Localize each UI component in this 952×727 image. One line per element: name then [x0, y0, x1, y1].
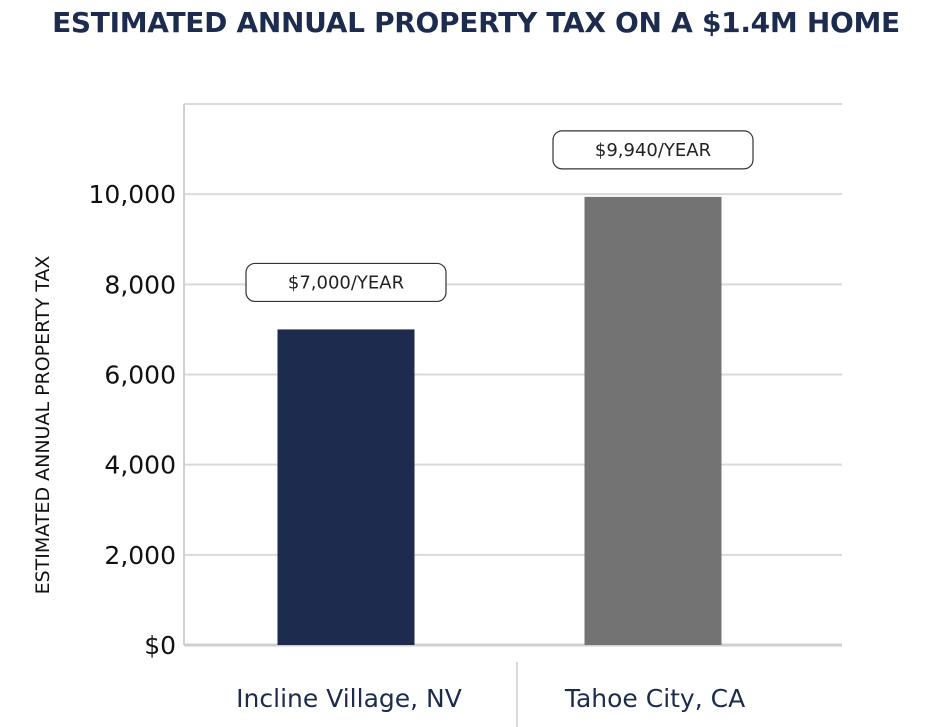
y-tick-label-6000: 6,000	[104, 361, 176, 390]
data-label-incline-village-nv: $7,000/YEAR	[245, 262, 447, 303]
data-label-tahoe-city-ca: $9,940/YEAR	[552, 130, 754, 170]
category-label-tahoe-city-ca: Tahoe City, CA	[564, 684, 745, 713]
data-label-box	[552, 130, 754, 170]
data-labels: $7,000/YEAR $9,940/YEAR	[245, 130, 754, 303]
y-tick-label-2000: 2,000	[104, 541, 176, 570]
category-label-incline-village-nv: Incline Village, NV	[236, 684, 462, 713]
bars	[277, 196, 722, 645]
data-label-text: $9,940/YEAR	[595, 140, 711, 161]
data-label-box	[245, 262, 447, 303]
data-label-text: $7,000/YEAR	[288, 272, 404, 293]
y-tick-label-0: $0	[144, 631, 176, 660]
y-tick-label-10000: 10,000	[89, 180, 176, 209]
y-axis-label: ESTIMATED ANNUAL PROPERTY TAX	[32, 256, 54, 595]
y-tick-label-8000: 8,000	[104, 270, 176, 299]
bar-incline-village-nv	[277, 329, 415, 645]
bar-tahoe-city-ca	[584, 196, 722, 645]
y-tick-labels: $0 2,000 4,000 6,000 8,000 10,000	[89, 180, 176, 660]
y-tick-label-4000: 4,000	[104, 451, 176, 480]
category-labels: Incline Village, NV Tahoe City, CA	[236, 684, 745, 713]
chart-title: ESTIMATED ANNUAL PROPERTY TAX ON A $1.4M…	[52, 6, 900, 39]
